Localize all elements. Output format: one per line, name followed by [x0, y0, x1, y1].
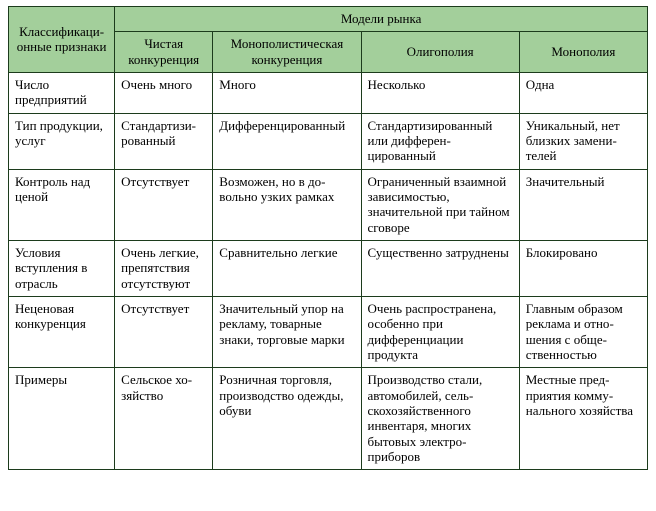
- row-label: Неценовая конкуренция: [9, 296, 115, 367]
- cell: Розничная торговля, производство одеж­ды…: [213, 368, 361, 470]
- table-row: Тип продукции, услуг Стандартизи­рованны…: [9, 113, 648, 169]
- row-label: Примеры: [9, 368, 115, 470]
- table-row: Неценовая конкуренция Отсутствует Значит…: [9, 296, 648, 367]
- table-row: Контроль над ценой Отсутствует Возможен,…: [9, 169, 648, 240]
- header-model-3: Олигополия: [361, 32, 519, 73]
- cell: Стандартизи­рованный: [115, 113, 213, 169]
- cell: Очень легкие, препятствия отсутствуют: [115, 240, 213, 296]
- cell: Местные пред­приятия комму­нального хозя…: [519, 368, 647, 470]
- cell: Очень распростра­нена, особенно при дифф…: [361, 296, 519, 367]
- table-row: Примеры Сельское хо­зяйство Розничная то…: [9, 368, 648, 470]
- cell: Стандартизирован­ный или дифферен­цирова…: [361, 113, 519, 169]
- table-row: Условия вступления в отрасль Очень легки…: [9, 240, 648, 296]
- cell: Сельское хо­зяйство: [115, 368, 213, 470]
- cell: Отсутствует: [115, 169, 213, 240]
- table-row: Число предприятий Очень много Много Неск…: [9, 72, 648, 113]
- cell: Главным образом реклама и отно­шения с о…: [519, 296, 647, 367]
- market-models-table: Классифика­ци­онные признаки Модели рынк…: [8, 6, 648, 470]
- cell: Существенно за­труднены: [361, 240, 519, 296]
- cell: Несколько: [361, 72, 519, 113]
- cell: Значительный упор на рекламу, товарные з…: [213, 296, 361, 367]
- cell: Блокировано: [519, 240, 647, 296]
- cell: Производство стали, автомобилей, сель­ск…: [361, 368, 519, 470]
- header-group-label: Модели рынка: [115, 7, 648, 32]
- row-label: Число предприятий: [9, 72, 115, 113]
- row-label: Тип продукции, услуг: [9, 113, 115, 169]
- cell: Дифференцирован­ный: [213, 113, 361, 169]
- header-model-4: Монополия: [519, 32, 647, 73]
- cell: Много: [213, 72, 361, 113]
- row-label: Условия вступления в отрасль: [9, 240, 115, 296]
- cell: Отсутствует: [115, 296, 213, 367]
- cell: Ограниченный взаимной зависимо­стью, зна…: [361, 169, 519, 240]
- row-label: Контроль над ценой: [9, 169, 115, 240]
- cell: Возможен, но в до­вольно узких рамках: [213, 169, 361, 240]
- cell: Сравнительно легкие: [213, 240, 361, 296]
- cell: Значительный: [519, 169, 647, 240]
- cell: Уникальный, нет близких замени­телей: [519, 113, 647, 169]
- cell: Очень много: [115, 72, 213, 113]
- header-row-label: Классифика­ци­онные признаки: [9, 7, 115, 73]
- cell: Одна: [519, 72, 647, 113]
- header-model-1: Чистая конкуренция: [115, 32, 213, 73]
- header-model-2: Монополистическая конкуренция: [213, 32, 361, 73]
